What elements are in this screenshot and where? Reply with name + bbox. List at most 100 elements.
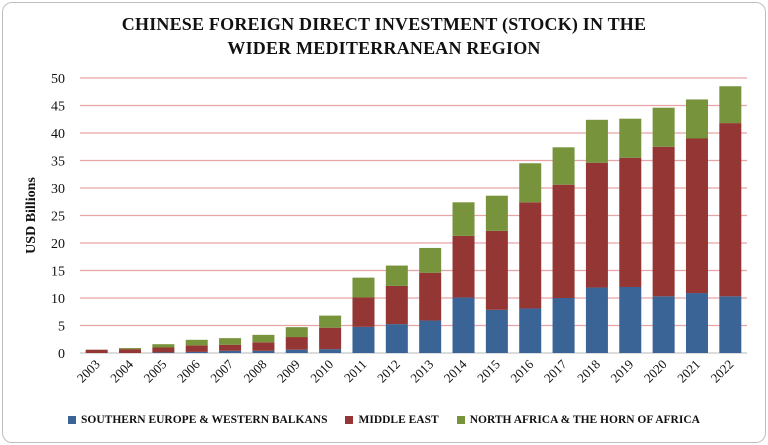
bar-segment-southern-europe — [352, 326, 375, 353]
bar-segment-north-africa — [219, 338, 242, 345]
x-tick-label: 2008 — [241, 357, 270, 386]
y-tick-label: 0 — [58, 347, 65, 362]
legend-item: NORTH AFRICA & THE HORN OF AFRICA — [456, 414, 700, 426]
chart-title-line-1: CHINESE FOREIGN DIRECT INVESTMENT (STOCK… — [121, 14, 647, 34]
bar-segment-north-africa — [319, 315, 342, 328]
x-tick-label: 2022 — [707, 357, 736, 386]
bar-segment-middle-east — [652, 146, 675, 297]
bar-segment-southern-europe — [319, 349, 342, 353]
x-tick-label: 2017 — [541, 356, 570, 385]
bar-segment-southern-europe — [452, 297, 475, 353]
bar-segment-north-africa — [685, 99, 708, 139]
bar-segment-north-africa — [285, 327, 308, 338]
y-tick-label: 10 — [51, 292, 65, 307]
legend: SOUTHERN EUROPE & WESTERN BALKANS MIDDLE … — [0, 414, 768, 426]
bar-segment-north-africa — [152, 344, 175, 348]
bar-segment-southern-europe — [552, 298, 575, 353]
legend-swatch — [68, 416, 77, 424]
x-tick-label: 2018 — [574, 357, 603, 386]
bar-segment-north-africa — [185, 339, 208, 346]
bar-segment-north-africa — [485, 195, 508, 231]
y-tick-label: 35 — [51, 155, 65, 170]
bar-segment-middle-east — [519, 202, 542, 309]
bar-segment-middle-east — [252, 342, 275, 351]
x-tick-label: 2020 — [641, 357, 670, 386]
bar-segment-southern-europe — [585, 287, 608, 353]
x-tick-label: 2005 — [141, 357, 170, 386]
x-tick-label: 2009 — [274, 357, 303, 386]
bar-segment-southern-europe — [419, 320, 442, 353]
x-tick-label: 2021 — [674, 357, 703, 386]
bar-segment-middle-east — [385, 285, 408, 325]
bar-segment-middle-east — [119, 349, 142, 353]
x-tick-label: 2004 — [107, 356, 136, 385]
y-tick-label: 15 — [51, 265, 65, 280]
x-tick-label: 2006 — [174, 356, 203, 385]
bar-segment-middle-east — [419, 272, 442, 321]
y-tick-label: 5 — [58, 320, 65, 335]
legend-label: NORTH AFRICA & THE HORN OF AFRICA — [469, 414, 700, 426]
bar-segment-north-africa — [252, 334, 275, 343]
x-tick-label: 2015 — [474, 357, 503, 386]
bar-segment-middle-east — [685, 138, 708, 294]
bar-segment-north-africa — [352, 277, 375, 298]
bar-segment-middle-east — [219, 344, 242, 351]
y-tick-label: 50 — [51, 72, 65, 87]
legend-item: MIDDLE EAST — [345, 414, 439, 426]
x-tick-label: 2011 — [341, 357, 370, 386]
y-tick-label: 20 — [51, 237, 65, 252]
y-tick-label: 25 — [51, 210, 65, 225]
x-tick-label: 2010 — [307, 357, 336, 386]
bar-segment-north-africa — [419, 247, 442, 273]
bar-segment-middle-east — [352, 297, 375, 327]
bar-segment-north-africa — [552, 147, 575, 185]
bar-segment-middle-east — [185, 345, 208, 352]
y-tick-label: 45 — [51, 100, 65, 115]
bar-segment-middle-east — [152, 347, 175, 353]
bar-segment-north-africa — [652, 107, 675, 147]
legend-label: SOUTHERN EUROPE & WESTERN BALKANS — [81, 414, 328, 426]
bar-segment-southern-europe — [652, 296, 675, 353]
bar-segment-north-africa — [385, 265, 408, 286]
bar-segment-southern-europe — [685, 293, 708, 353]
bar-segment-southern-europe — [185, 351, 208, 353]
bar-segment-southern-europe — [385, 324, 408, 353]
bar-segment-north-africa — [619, 118, 642, 158]
y-tick-label: 40 — [51, 127, 65, 142]
bar-segment-southern-europe — [719, 296, 742, 353]
bar-segment-southern-europe — [252, 350, 275, 353]
bar-segment-southern-europe — [285, 349, 308, 353]
bar-segment-north-africa — [119, 348, 142, 350]
bar-segment-north-africa — [519, 163, 542, 203]
bar-segment-middle-east — [319, 327, 342, 350]
legend-item: SOUTHERN EUROPE & WESTERN BALKANS — [68, 414, 327, 426]
x-tick-label: 2003 — [74, 357, 103, 386]
bar-segment-southern-europe — [152, 352, 175, 353]
y-axis-label: USD Billions — [24, 177, 39, 254]
bar-segment-north-africa — [719, 86, 742, 124]
legend-label: MIDDLE EAST — [358, 414, 439, 426]
bar-segment-middle-east — [485, 230, 508, 310]
y-tick-label: 30 — [51, 182, 65, 197]
bar-segment-north-africa — [585, 119, 608, 163]
x-tick-label: 2014 — [441, 356, 470, 385]
bar-segment-middle-east — [619, 157, 642, 287]
bar-segment-southern-europe — [219, 350, 242, 353]
x-tick-label: 2012 — [374, 357, 403, 386]
x-tick-label: 2016 — [507, 356, 536, 385]
bar-segment-middle-east — [585, 162, 608, 288]
x-tick-label: 2019 — [607, 357, 636, 386]
x-tick-label: 2007 — [207, 356, 236, 385]
bar-segment-middle-east — [552, 184, 575, 298]
bar-segment-north-africa — [452, 202, 475, 236]
bar-segment-middle-east — [85, 349, 108, 353]
legend-swatch — [456, 416, 465, 424]
bar-segment-southern-europe — [619, 287, 642, 353]
bar-segment-southern-europe — [485, 309, 508, 353]
bar-segment-middle-east — [719, 123, 742, 297]
legend-swatch — [345, 416, 354, 424]
chart-title: CHINESE FOREIGN DIRECT INVESTMENT (STOCK… — [0, 12, 768, 60]
x-tick-label: 2013 — [407, 357, 436, 386]
